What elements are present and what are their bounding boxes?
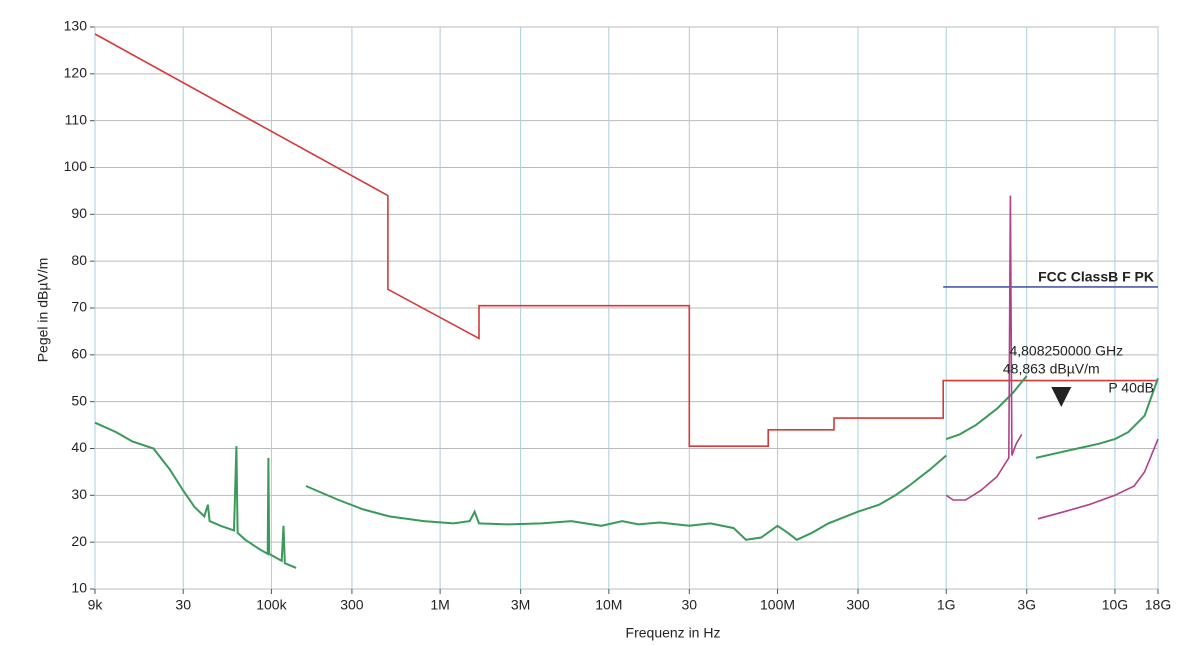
y-tick-label: 20 [71, 533, 87, 549]
x-tick-label: 100k [256, 597, 287, 613]
y-tick-label: 80 [71, 252, 87, 268]
x-tick-label: 300 [340, 597, 364, 613]
x-tick-label: 3G [1017, 597, 1036, 613]
series-label: FCC ClassB F PK [1038, 269, 1154, 285]
y-tick-label: 50 [71, 392, 87, 408]
x-tick-label: 10M [595, 597, 622, 613]
marker [1051, 386, 1072, 407]
x-tick-label: 100M [760, 597, 795, 613]
y-tick-label: 40 [71, 439, 87, 455]
x-tick-label: 3M [511, 597, 530, 613]
y-tick-label: 10 [71, 580, 87, 596]
series-line [945, 195, 1159, 520]
annotation: 4,808250000 GHz [1009, 343, 1123, 359]
annotation: P 40dB [1108, 379, 1154, 395]
x-axis-label: Frequenz in Hz [626, 625, 721, 641]
x-tick-label: 1G [937, 597, 956, 613]
x-tick-label: 18G [1145, 597, 1171, 613]
y-tick-label: 130 [64, 18, 88, 34]
x-tick-label: 9k [88, 597, 104, 613]
x-tick-label: 300 [846, 597, 870, 613]
y-axis-label: Pegel in dBµV/m [35, 258, 51, 363]
y-tick-label: 120 [64, 65, 88, 81]
series-line [94, 33, 1158, 447]
y-tick-label: 90 [71, 205, 87, 221]
y-tick-label: 100 [64, 158, 88, 174]
x-tick-label: 30 [682, 597, 698, 613]
y-tick-label: 60 [71, 346, 87, 362]
x-tick-label: 1M [430, 597, 449, 613]
y-tick-label: 70 [71, 299, 87, 315]
annotation: 48,863 dBµV/m [1003, 361, 1100, 377]
x-tick-label: 30 [175, 597, 191, 613]
y-tick-label: 30 [71, 486, 87, 502]
x-tick-label: 10G [1102, 597, 1128, 613]
y-tick-label: 110 [65, 111, 88, 127]
series-line [94, 375, 1159, 569]
